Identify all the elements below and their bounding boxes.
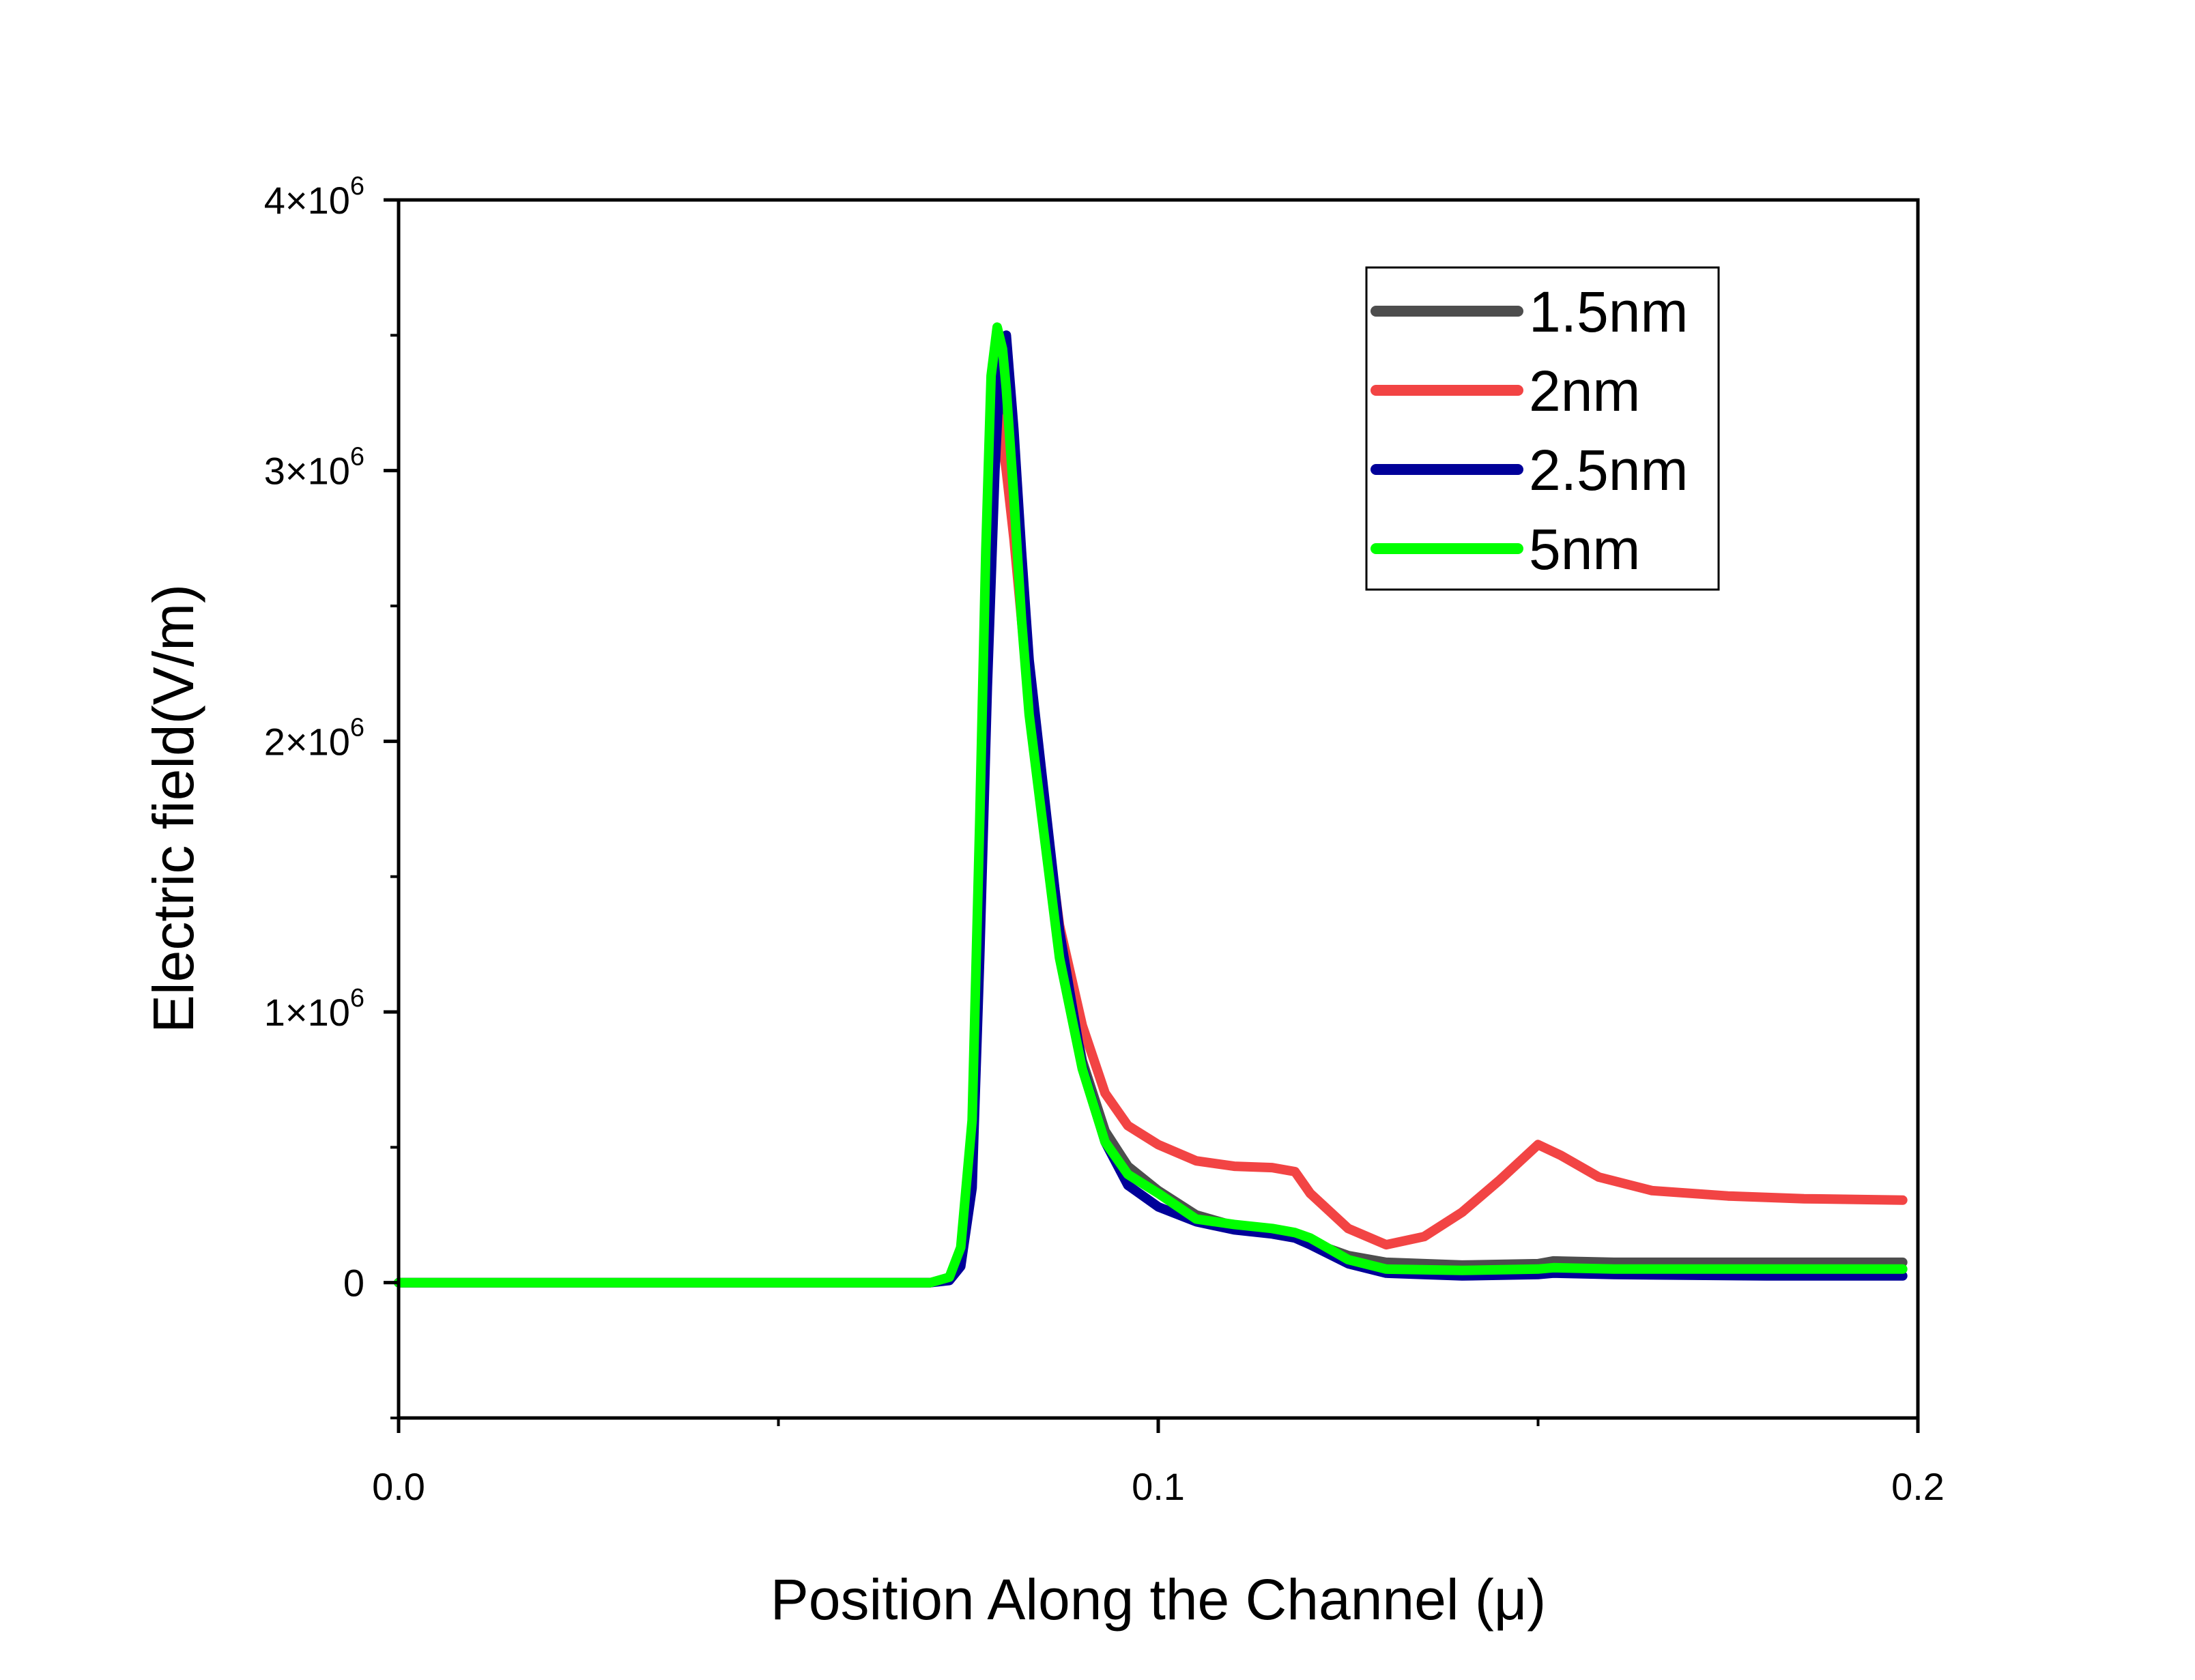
legend-item: 1.5nm [1371, 280, 1688, 344]
y-tick-label: 3×106 [264, 443, 364, 493]
legend-label: 2nm [1529, 359, 1640, 423]
x-tick-label: 0.2 [1891, 1465, 1945, 1508]
legend-item: 2nm [1371, 359, 1640, 423]
y-tick-label: 2×106 [264, 713, 364, 763]
legend-label: 5nm [1529, 517, 1640, 581]
y-tick-label: 0 [343, 1262, 364, 1305]
x-tick-label: 0.1 [1132, 1465, 1185, 1508]
legend-item: 5nm [1371, 517, 1640, 581]
y-axis-title: Electric field(V/m) [141, 584, 205, 1033]
legend: 1.5nm 2nm 2.5nm 5nm [1365, 266, 1720, 591]
x-axis-title: Position Along the Channel (μ) [771, 1567, 1546, 1632]
y-tick-label: 4×106 [264, 172, 364, 222]
legend-item: 2.5nm [1371, 438, 1688, 502]
series-line-5nm [394, 322, 1908, 1288]
x-tick-label: 0.0 [372, 1465, 425, 1508]
tick-labels: 0.0 0.1 0.2 0 1×106 2×106 3×106 4×106 [264, 172, 1945, 1508]
series-layer [394, 322, 1908, 1288]
legend-label: 2.5nm [1529, 438, 1688, 502]
legend-label: 1.5nm [1529, 280, 1688, 344]
y-tick-label: 1×106 [264, 984, 364, 1034]
ticks-layer [384, 198, 1920, 1433]
legend-items: 1.5nm 2nm 2.5nm 5nm [1371, 280, 1688, 581]
legend-box [1365, 266, 1720, 591]
